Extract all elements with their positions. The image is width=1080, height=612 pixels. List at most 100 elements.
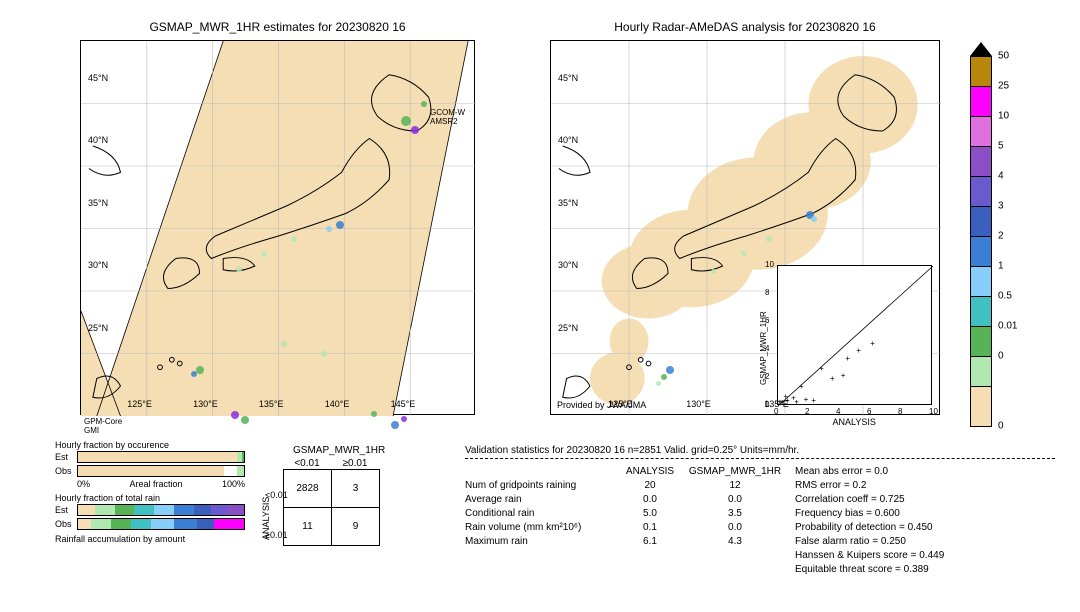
occ-title: Hourly fraction by occurence	[55, 440, 245, 450]
col-header: ANALYSIS	[615, 466, 685, 477]
stat-line: Frequency bias = 0.600	[795, 508, 1035, 519]
rain-spot	[291, 236, 297, 242]
stat-value: 0.1	[615, 522, 685, 533]
rain-spot	[261, 251, 267, 257]
lat-tick: 45°N	[88, 73, 108, 83]
colorbar-segment	[970, 326, 992, 356]
colorbar-tick: 0.5	[998, 291, 1012, 302]
colorbar-segment	[970, 86, 992, 116]
rain-spot	[196, 366, 204, 374]
scatter-ytick: 0	[765, 400, 769, 409]
stat-label: Maximum rain	[465, 536, 615, 547]
svg-text:+: +	[870, 339, 875, 348]
lon-tick: 130°E	[193, 399, 218, 409]
colorbar-segment	[970, 356, 992, 386]
rain-spot	[401, 116, 411, 126]
rain-spot	[336, 221, 344, 229]
scatter-xtick: 6	[867, 407, 871, 416]
fraction-bar	[77, 504, 245, 516]
scatter-ylabel: GSMAP_MWR_1HR	[759, 311, 768, 385]
left-map-panel	[80, 40, 475, 415]
left-map-title: GSMAP_MWR_1HR estimates for 20230820 16	[80, 20, 475, 34]
rain-spot	[371, 411, 377, 417]
rain-spot	[411, 126, 419, 134]
stat-line: Equitable threat score = 0.389	[795, 564, 1035, 575]
rain-spot	[401, 416, 407, 422]
cont-col-title: GSMAP_MWR_1HR	[293, 445, 385, 456]
rain-spot	[741, 251, 746, 256]
scatter-xlabel: ANALYSIS	[833, 417, 876, 427]
lon-tick: 135°E	[259, 399, 284, 409]
colorbar-tick: 5	[998, 141, 1004, 152]
stat-line: Hanssen & Kuipers score = 0.449	[795, 550, 1035, 561]
rain-spot	[811, 216, 817, 222]
right-map-title: Hourly Radar-AMeDAS analysis for 2023082…	[550, 20, 940, 34]
svg-text:+: +	[794, 398, 799, 406]
lat-tick: 25°N	[558, 323, 578, 333]
svg-text:+: +	[841, 371, 846, 380]
stat-value: 4.3	[685, 536, 785, 547]
lat-tick: 25°N	[88, 323, 108, 333]
svg-text:+: +	[819, 364, 824, 373]
cont-cell: 9	[332, 508, 380, 546]
lat-tick: 30°N	[88, 260, 108, 270]
rain-spot	[661, 374, 667, 380]
stat-value: 6.1	[615, 536, 685, 547]
rain-spot	[656, 381, 661, 386]
rain-spot	[321, 351, 327, 357]
lon-tick: 125°E	[127, 399, 152, 409]
colorbar-tick: 1	[998, 261, 1004, 272]
colorbar-segment	[970, 236, 992, 266]
colorbar-tick: 25	[998, 81, 1009, 92]
stat-value: 5.0	[615, 508, 685, 519]
colorbar-segment	[970, 206, 992, 236]
cont-cell: 2828	[284, 470, 332, 508]
stat-line: Correlation coeff = 0.725	[795, 494, 1035, 505]
scatter-xtick: 4	[836, 407, 840, 416]
lat-tick: 40°N	[558, 135, 578, 145]
lon-tick: 130°E	[686, 399, 711, 409]
svg-text:+: +	[845, 354, 850, 363]
sat-label: GCOM-WAMSR2	[430, 108, 465, 126]
colorbar-segment	[970, 296, 992, 326]
colorbar-segment	[970, 266, 992, 296]
rain-spot	[421, 101, 427, 107]
cont-row-header: ≥0.01	[265, 530, 287, 540]
rain-spot	[191, 371, 197, 377]
tot-title: Hourly fraction of total rain	[55, 493, 245, 503]
sat-label: GPM-CoreGMI	[84, 417, 122, 435]
lon-tick: 140°E	[325, 399, 350, 409]
svg-text:+: +	[799, 382, 804, 391]
stat-value: 0.0	[685, 494, 785, 505]
stat-value: 0.0	[685, 522, 785, 533]
fractions-section: Hourly fraction by occurence Est Obs 0%A…	[55, 440, 245, 544]
stat-line: Probability of detection = 0.450	[795, 522, 1035, 533]
rain-spot	[231, 411, 239, 419]
stat-label: Num of gridpoints raining	[465, 480, 615, 491]
fraction-bar	[77, 451, 245, 463]
svg-text:+: +	[804, 395, 809, 404]
scatter-xtick: 10	[929, 407, 938, 416]
colorbar-tick: 0	[998, 421, 1004, 432]
rain-spot	[766, 236, 772, 242]
colorbar-tick: 10	[998, 111, 1009, 122]
rain-spot	[326, 226, 332, 232]
stat-line: RMS error = 0.2	[795, 480, 1035, 491]
validation-title: Validation statistics for 20230820 16 n=…	[465, 445, 1055, 459]
stat-value: 12	[685, 480, 785, 491]
stat-value: 20	[615, 480, 685, 491]
attribution: Provided by JWA/JMA	[557, 400, 646, 410]
stat-label: Conditional rain	[465, 508, 615, 519]
scatter-xtick: 2	[805, 407, 809, 416]
lat-tick: 40°N	[88, 135, 108, 145]
scatter-xtick: 8	[898, 407, 902, 416]
colorbar-segment	[970, 116, 992, 146]
lon-tick: 125°E	[608, 399, 633, 409]
rain-spot	[281, 341, 287, 347]
colorbar-tick: 3	[998, 201, 1004, 212]
colorbar: 502510543210.50.0100	[970, 42, 992, 427]
lat-tick: 45°N	[558, 73, 578, 83]
colorbar-tick: 0.01	[998, 321, 1017, 332]
lat-tick: 30°N	[558, 260, 578, 270]
stat-line: Mean abs error = 0.0	[795, 466, 1035, 477]
